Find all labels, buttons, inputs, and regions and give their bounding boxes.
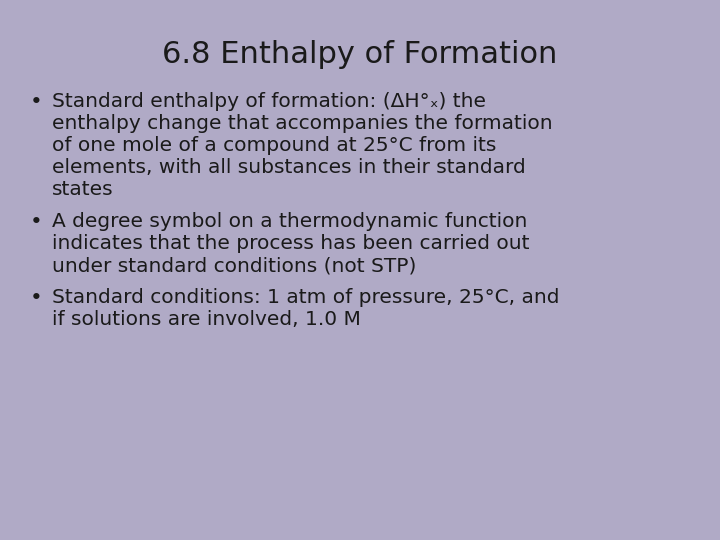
Text: elements, with all substances in their standard: elements, with all substances in their s… — [52, 158, 526, 177]
Text: •: • — [30, 288, 42, 308]
Text: •: • — [30, 92, 42, 112]
Text: A degree symbol on a thermodynamic function: A degree symbol on a thermodynamic funct… — [52, 212, 527, 231]
Text: states: states — [52, 180, 114, 199]
Text: if solutions are involved, 1.0 M: if solutions are involved, 1.0 M — [52, 310, 361, 329]
Text: under standard conditions (not STP): under standard conditions (not STP) — [52, 256, 416, 275]
Text: Standard conditions: 1 atm of pressure, 25°C, and: Standard conditions: 1 atm of pressure, … — [52, 288, 559, 307]
Text: indicates that the process has been carried out: indicates that the process has been carr… — [52, 234, 529, 253]
Text: of one mole of a compound at 25°C from its: of one mole of a compound at 25°C from i… — [52, 136, 496, 155]
Text: •: • — [30, 212, 42, 232]
Text: enthalpy change that accompanies the formation: enthalpy change that accompanies the for… — [52, 114, 553, 133]
Text: Standard enthalpy of formation: (ΔH°ₓ) the: Standard enthalpy of formation: (ΔH°ₓ) t… — [52, 92, 486, 111]
Text: 6.8 Enthalpy of Formation: 6.8 Enthalpy of Formation — [162, 40, 558, 69]
